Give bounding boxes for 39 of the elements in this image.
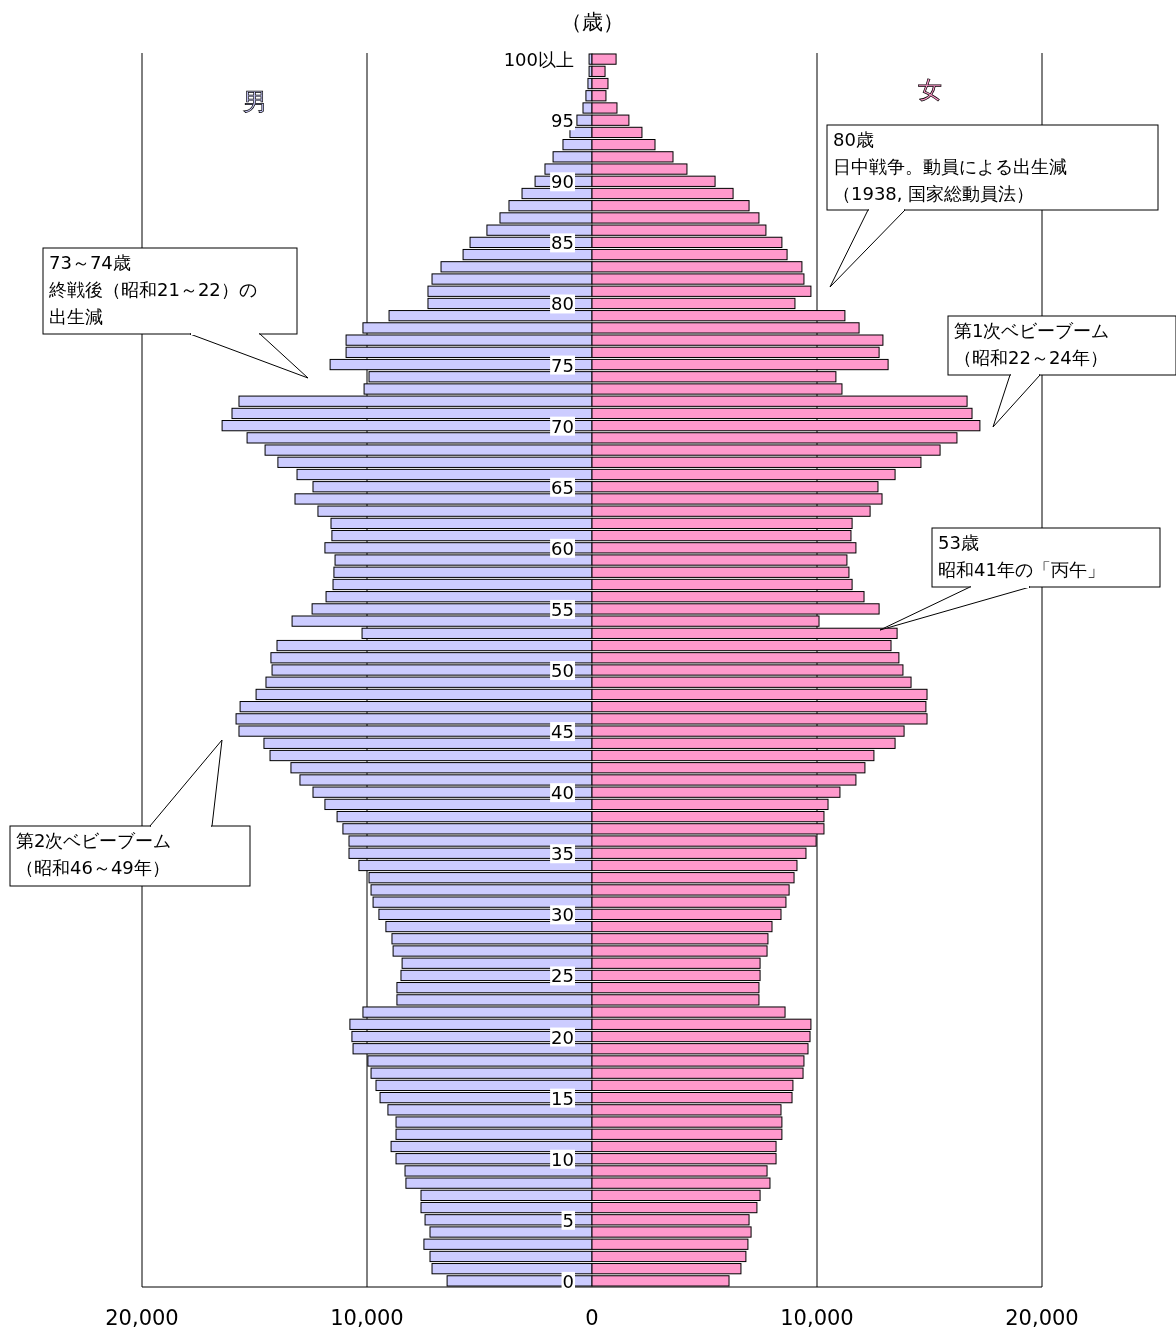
y-tick-label: 65: [551, 476, 574, 498]
annotation: 昭和41年の「丙午」: [938, 559, 1105, 580]
y-tick-label: 0: [562, 1270, 574, 1292]
y-axis-title: （歳）: [560, 10, 624, 34]
x-tick-label: 10,000: [780, 1306, 854, 1330]
y-tick-label: 50: [551, 660, 574, 681]
y-tick-label: 60: [551, 537, 574, 559]
text: 女: [917, 76, 942, 104]
y-tick-label: 30: [551, 904, 574, 926]
y-tick-label: 25: [551, 965, 574, 987]
y-tick-label: 35: [551, 843, 574, 865]
annotation: （昭和46～49年）: [16, 857, 170, 878]
text: 男: [242, 88, 267, 116]
annotation: 日中戦争。動員による出生減: [833, 156, 1067, 177]
y-tick-label: 10: [551, 1148, 574, 1170]
annotation: （昭和22～24年）: [954, 347, 1108, 368]
y-tick-label: 95: [551, 110, 574, 132]
x-tick-label: 0: [585, 1306, 599, 1330]
annotation: 第2次ベビーブーム: [16, 830, 172, 851]
x-tick-label: 10,000: [330, 1306, 404, 1330]
y-tick-label: 85: [551, 232, 574, 254]
y-tick-label: 80: [551, 293, 574, 315]
y-tick-label: 55: [551, 598, 574, 620]
y-tick-label: 75: [551, 354, 574, 376]
annotation: 終戦後（昭和21～22）の: [48, 279, 257, 300]
x-tick-label: 20,000: [1005, 1306, 1079, 1330]
x-tick-label: 20,000: [105, 1306, 179, 1330]
annotation: 第1次ベビーブーム: [954, 320, 1110, 341]
y-tick-label: 40: [551, 782, 574, 804]
y-tick-label: 90: [551, 171, 574, 193]
annotation: 53歳: [938, 532, 979, 553]
y-tick-label: 70: [551, 415, 574, 437]
y-tick-label: 45: [551, 721, 574, 743]
y-tick-label: 15: [551, 1087, 574, 1109]
annotation: 80歳: [833, 129, 874, 150]
y-tick-label: 20: [551, 1026, 574, 1048]
y-tick-label: 5: [562, 1209, 574, 1231]
annotation: （1938, 国家総動員法）: [833, 183, 1035, 204]
y-tick-label: 100以上: [503, 49, 574, 71]
